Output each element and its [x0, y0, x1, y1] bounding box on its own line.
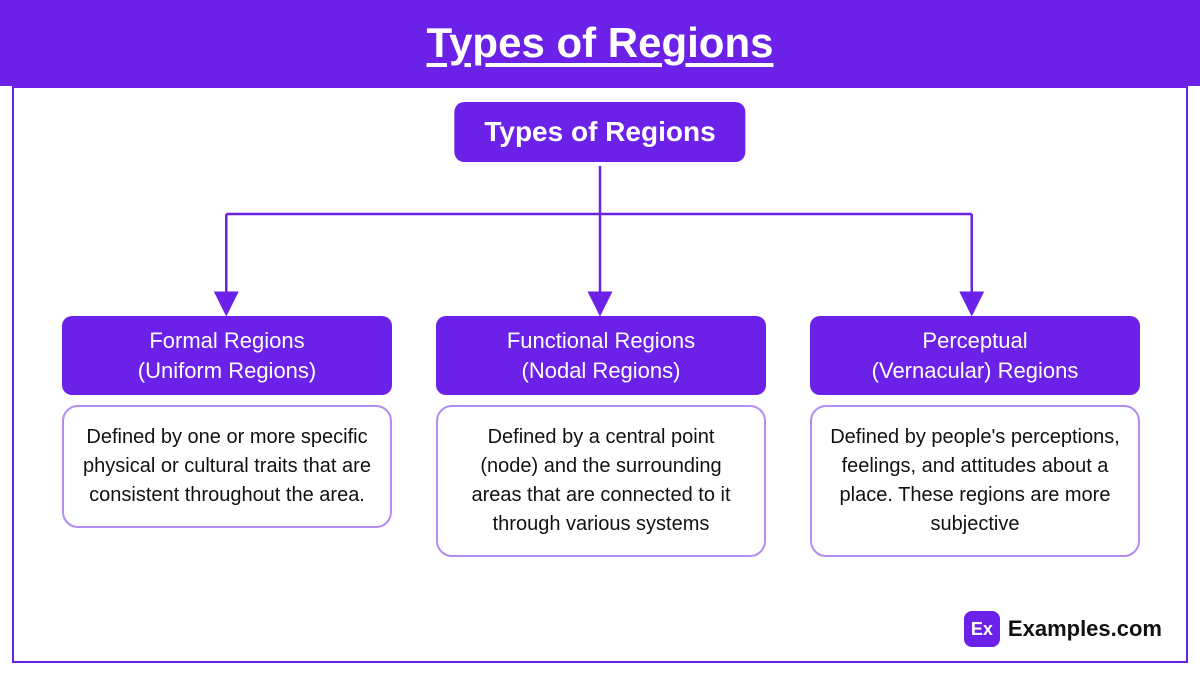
branch-description: Defined by one or more specific physical…	[62, 405, 392, 528]
footer-brand: Ex Examples.com	[964, 611, 1162, 647]
branch-title: Perceptual (Vernacular) Regions	[810, 316, 1140, 395]
branch-title-line2: (Uniform Regions)	[138, 358, 317, 383]
brand-text: Examples.com	[1008, 616, 1162, 642]
branch-title: Functional Regions (Nodal Regions)	[436, 316, 766, 395]
branch-perceptual: Perceptual (Vernacular) Regions Defined …	[810, 316, 1140, 557]
diagram-canvas: Types of Regions Formal Regions (Uniform…	[12, 86, 1188, 663]
page-title: Types of Regions	[427, 19, 774, 67]
branch-title: Formal Regions (Uniform Regions)	[62, 316, 392, 395]
page-header: Types of Regions	[0, 0, 1200, 86]
branch-title-line1: Formal Regions	[149, 328, 304, 353]
brand-badge-icon: Ex	[964, 611, 1000, 647]
branch-title-line2: (Vernacular) Regions	[872, 358, 1079, 383]
branch-title-line2: (Nodal Regions)	[522, 358, 681, 383]
branch-description: Defined by a central point (node) and th…	[436, 405, 766, 557]
root-node: Types of Regions	[454, 102, 745, 162]
branch-title-line1: Functional Regions	[507, 328, 695, 353]
branch-description: Defined by people's perceptions, feeling…	[810, 405, 1140, 557]
branch-formal: Formal Regions (Uniform Regions) Defined…	[62, 316, 392, 528]
branch-functional: Functional Regions (Nodal Regions) Defin…	[436, 316, 766, 557]
tree-connectors	[14, 166, 1186, 316]
branch-title-line1: Perceptual	[922, 328, 1027, 353]
